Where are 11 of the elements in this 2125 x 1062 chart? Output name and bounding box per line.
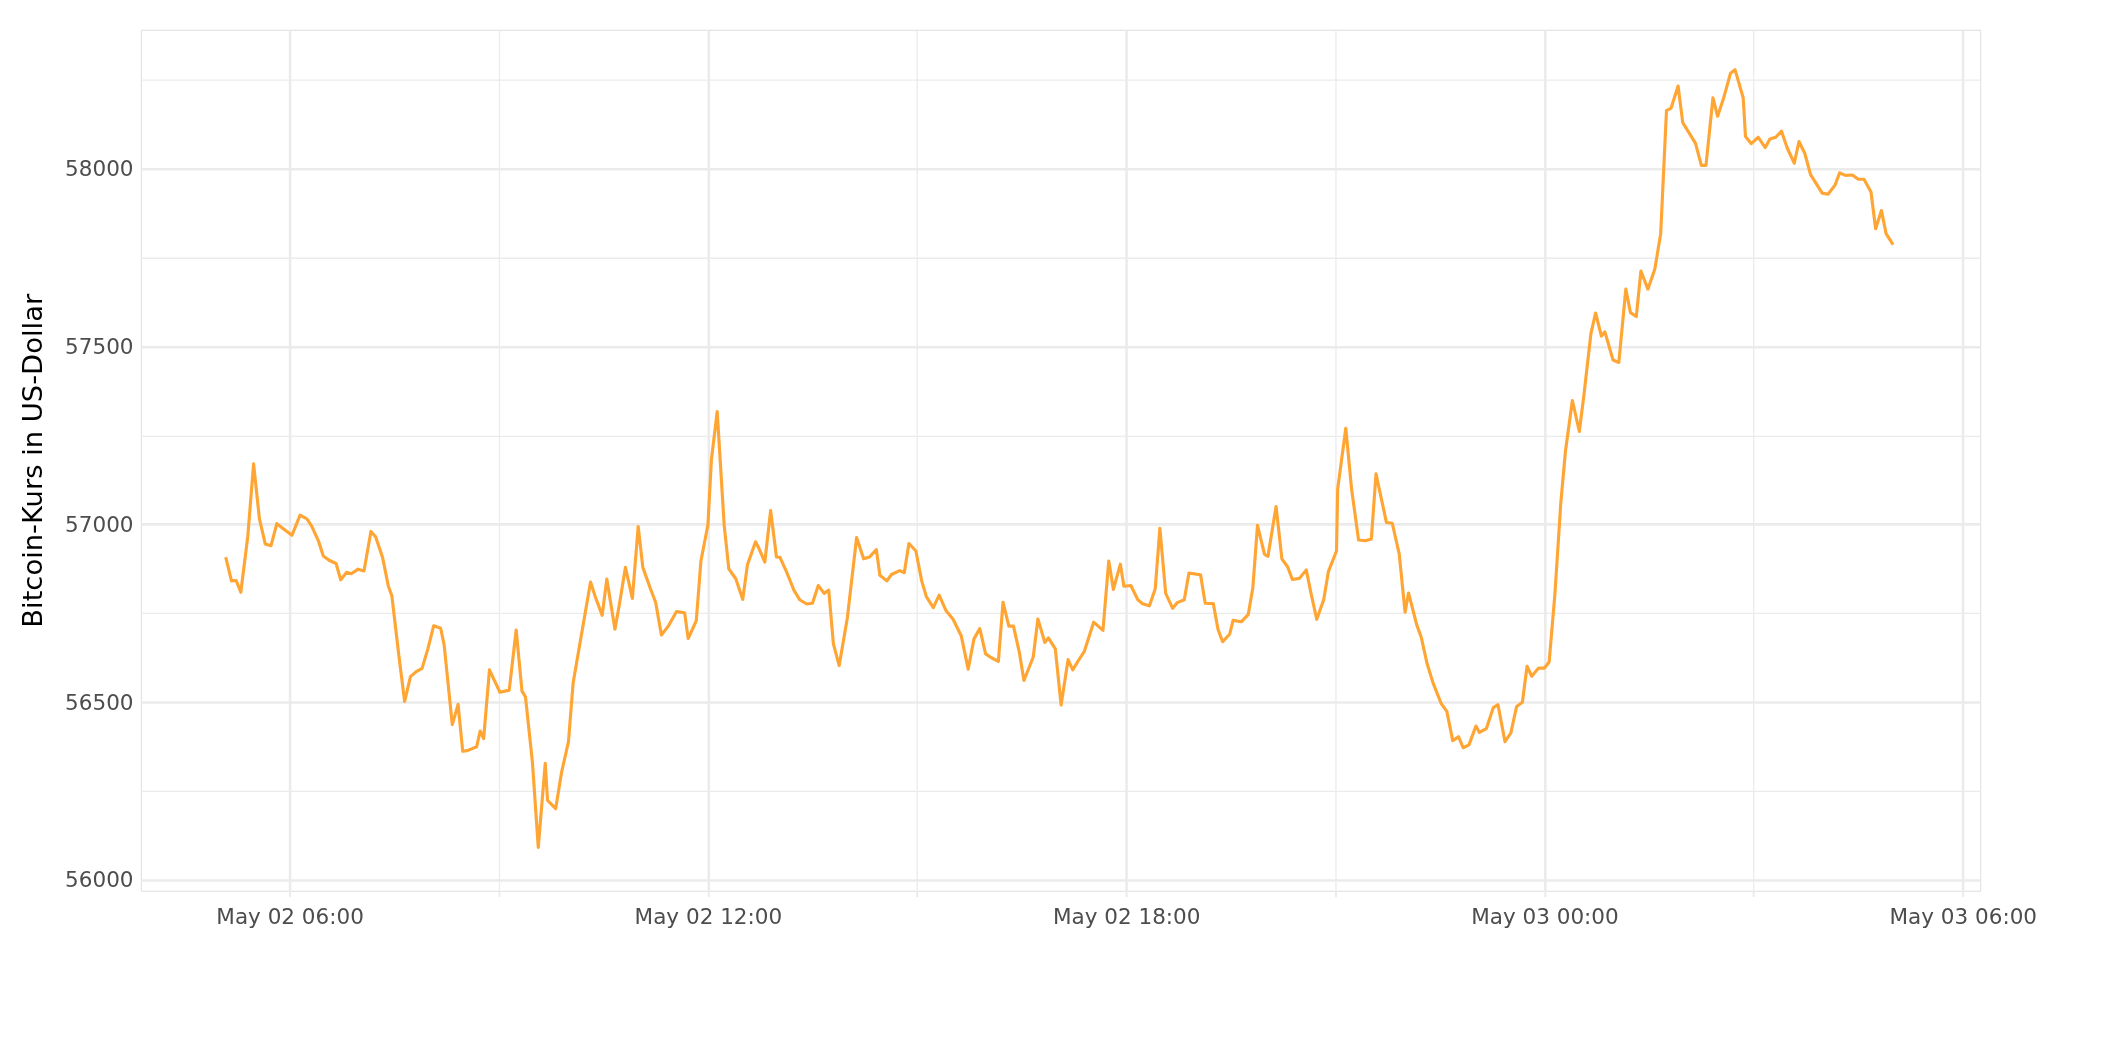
x-tick-label: May 02 18:00: [1052, 903, 1201, 929]
x-tick-label: May 03 06:00: [1889, 903, 2038, 929]
y-tick-label: 57500: [65, 333, 134, 359]
y-tick-label: 56500: [65, 689, 134, 715]
x-tick-label: May 03 00:00: [1471, 903, 1619, 929]
y-tick-label: 58000: [65, 155, 134, 181]
y-tick-label: 56000: [65, 867, 134, 893]
y-tick-label: 57000: [65, 511, 134, 537]
x-tick-label: May 02 06:00: [216, 903, 364, 929]
x-tick-label: May 02 12:00: [634, 903, 783, 929]
y-axis-title: Bitcoin-Kurs in US-Dollar: [16, 293, 48, 628]
